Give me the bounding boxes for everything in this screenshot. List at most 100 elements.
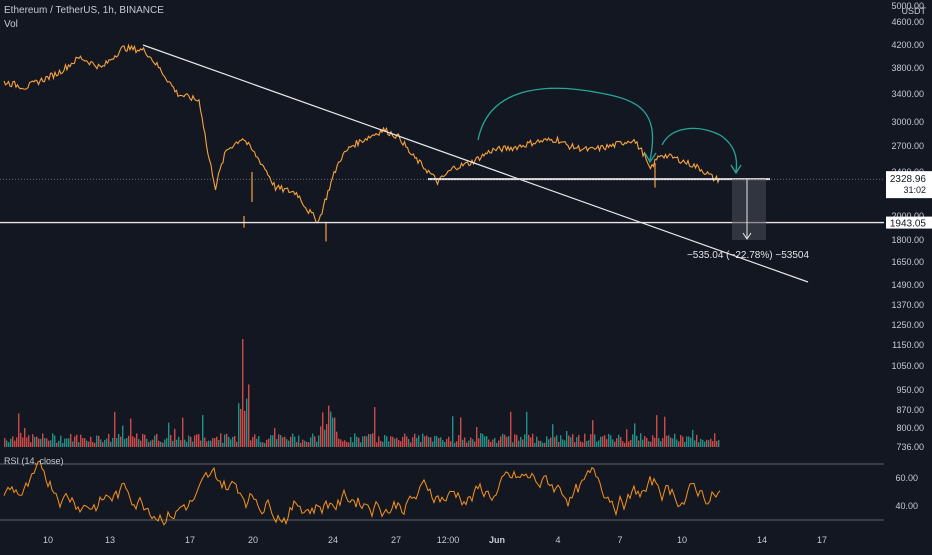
volume-bar: [344, 440, 346, 447]
volume-bar: [132, 436, 134, 447]
volume-bar: [404, 433, 406, 447]
volume-bar: [282, 437, 284, 447]
volume-bar: [506, 436, 508, 447]
volume-bar: [548, 439, 550, 447]
volume-bar: [702, 439, 704, 447]
volume-bar: [288, 440, 290, 447]
volume-bar: [602, 436, 604, 447]
support-price-tag: [886, 216, 932, 229]
volume-bar: [350, 437, 352, 447]
volume-bar: [698, 442, 700, 447]
volume-bar: [186, 441, 188, 447]
volume-bar: [116, 438, 118, 447]
volume-bar: [44, 438, 46, 447]
volume-bar: [640, 433, 642, 447]
green-arc-arrow[interactable]: [477, 87, 654, 161]
volume-bar: [266, 439, 268, 447]
volume-bar: [230, 439, 232, 447]
volume-bar: [80, 434, 82, 447]
volume-bar: [294, 436, 296, 447]
volume-bar: [508, 436, 510, 447]
green-arc-arrow-2[interactable]: [661, 127, 738, 173]
volume-bar: [550, 437, 552, 447]
volume-bar: [692, 429, 694, 447]
volume-bar: [300, 442, 302, 447]
rsi-tick-label: 40.00: [895, 501, 918, 511]
time-tick-label: 4: [555, 535, 560, 545]
volume-bar: [316, 441, 318, 447]
time-tick-label: 13: [105, 535, 115, 545]
trendline[interactable]: [142, 44, 809, 283]
volume-bar: [670, 437, 672, 447]
volume-bar: [612, 439, 614, 447]
price-tick-label: 1050.00: [891, 361, 924, 371]
volume-bar: [54, 435, 56, 447]
volume-bar: [442, 440, 444, 447]
volume-bar: [618, 434, 620, 447]
chart-title: Ethereum / TetherUS, 1h, BINANCE: [4, 5, 164, 16]
volume-bar: [542, 442, 544, 447]
volume-bar: [444, 442, 446, 447]
volume-bar: [392, 436, 394, 447]
volume-bar: [26, 437, 28, 447]
volume-bar: [292, 433, 294, 447]
volume-bar: [466, 442, 468, 447]
current-price-tag: [886, 171, 932, 199]
price-tick-label: 3800.00: [891, 63, 924, 73]
volume-bar: [128, 435, 130, 447]
volume-bar: [138, 439, 140, 447]
volume-bar: [674, 433, 676, 447]
volume-bar: [434, 435, 436, 447]
volume-bar: [182, 417, 184, 447]
volume-bar: [638, 440, 640, 447]
volume-bar: [464, 437, 466, 447]
volume-bar: [628, 441, 630, 447]
time-tick-label: 17: [817, 535, 827, 545]
price-tick-label: 1250.00: [891, 320, 924, 330]
volume-bar: [200, 440, 202, 447]
volume-bar: [630, 439, 632, 447]
volume-bar: [268, 438, 270, 447]
volume-bar: [654, 437, 656, 447]
volume-bar: [672, 438, 674, 447]
measure-box[interactable]: [732, 179, 766, 240]
volume-bar: [8, 442, 10, 447]
volume-bar: [596, 441, 598, 447]
volume-bar: [448, 436, 450, 447]
volume-bar: [490, 441, 492, 447]
volume-bar: [532, 433, 534, 447]
volume-bar: [284, 436, 286, 447]
volume-bar: [530, 437, 532, 447]
volume-bar: [390, 436, 392, 447]
volume-bar: [4, 438, 6, 447]
volume-bar: [652, 435, 654, 447]
volume-bar: [12, 436, 14, 447]
volume-bar: [690, 437, 692, 447]
price-tick-label: 1370.00: [891, 300, 924, 310]
volume-bar: [102, 442, 104, 447]
volume-bar: [516, 435, 518, 447]
volume-bar: [70, 434, 72, 447]
volume-bar: [420, 442, 422, 447]
volume-bar: [90, 436, 92, 447]
volume-bar: [398, 440, 400, 447]
volume-bar: [162, 442, 164, 447]
volume-bar: [64, 438, 66, 447]
volume-bar: [96, 435, 98, 447]
volume-bar: [348, 442, 350, 447]
rsi-line: [3, 460, 721, 526]
volume-bar: [164, 439, 166, 447]
price-tick-label: 2700.00: [891, 141, 924, 151]
rsi-tick-label: 60.00: [895, 473, 918, 483]
volume-bar: [52, 433, 54, 447]
volume-bar: [402, 437, 404, 447]
time-tick-label: Jun: [489, 535, 505, 545]
volume-bar: [340, 439, 342, 447]
volume-bar: [458, 435, 460, 447]
volume-bar: [276, 439, 278, 447]
volume-bar: [38, 438, 40, 447]
volume-bar: [208, 440, 210, 447]
volume-bar: [418, 435, 420, 447]
